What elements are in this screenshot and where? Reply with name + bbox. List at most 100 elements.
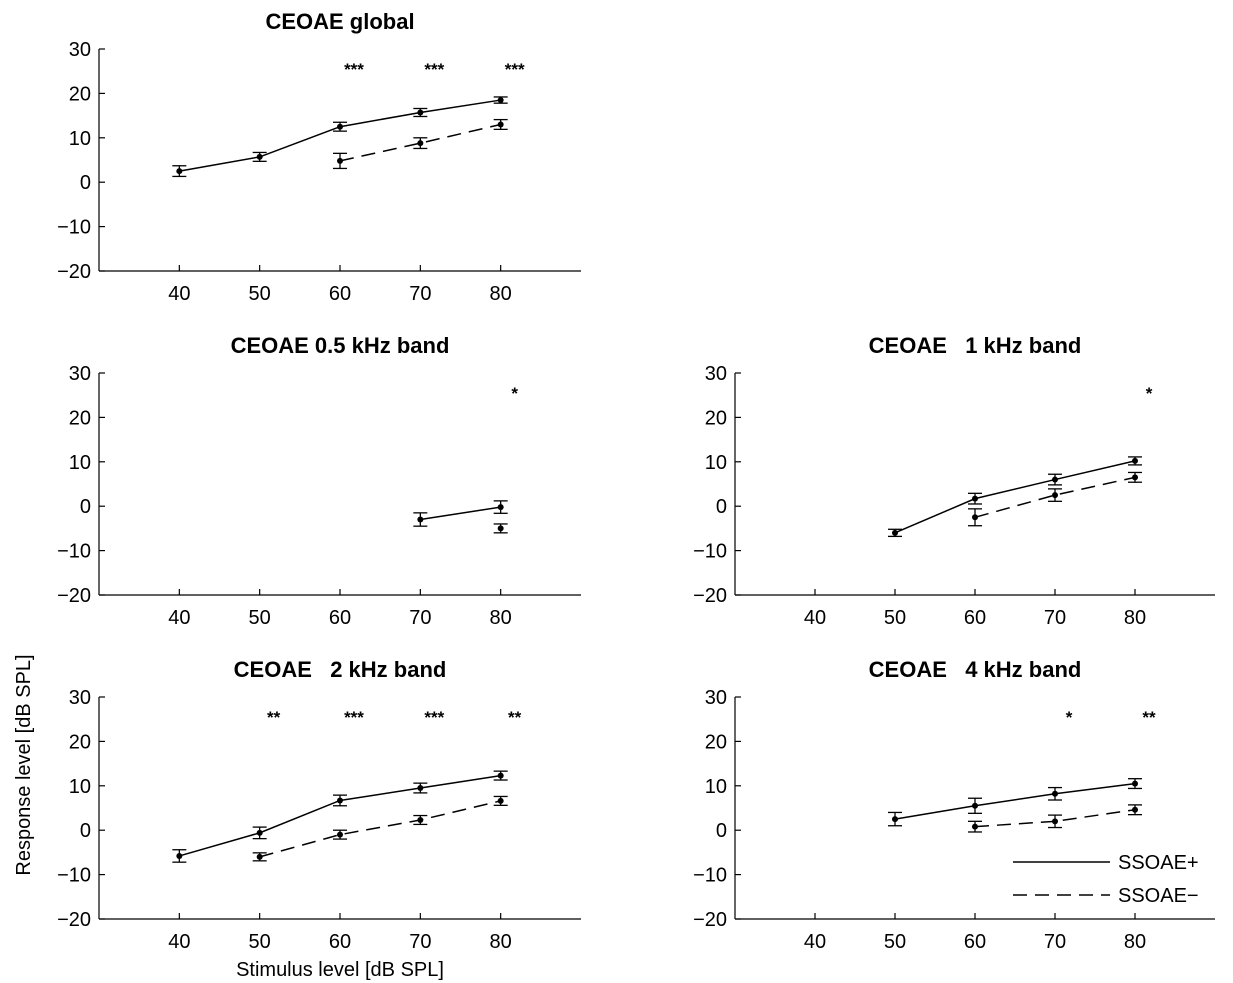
panel-title: CEOAE 4 kHz band	[869, 657, 1082, 682]
data-point	[892, 816, 898, 823]
x-tick-label: 50	[249, 283, 271, 305]
data-point	[497, 772, 504, 779]
series-line	[974, 476, 1136, 519]
series-line	[339, 123, 501, 162]
x-tick-label: 70	[1044, 931, 1066, 953]
data-point	[1132, 474, 1138, 481]
x-tick-label: 70	[409, 931, 431, 953]
y-tick-label: 30	[69, 363, 91, 385]
x-tick-label: 60	[329, 607, 351, 629]
panel-title: CEOAE 0.5 kHz band	[231, 333, 450, 358]
data-point	[497, 797, 504, 804]
data-point	[1132, 806, 1138, 813]
x-axis-label: Stimulus level [dB SPL]	[236, 959, 444, 981]
series-ssoae-minus	[333, 118, 508, 170]
series-ssoae-plus	[172, 96, 508, 178]
significance-marker: ***	[505, 60, 525, 79]
data-point	[417, 816, 424, 823]
x-tick-label: 60	[329, 931, 351, 953]
y-tick-label: −20	[57, 585, 91, 607]
series-line	[420, 506, 501, 521]
y-tick-label: −20	[693, 909, 727, 931]
data-point	[256, 853, 263, 860]
data-point	[256, 829, 263, 836]
series-ssoae-minus	[493, 523, 508, 534]
series-line	[894, 782, 1136, 820]
x-tick-label: 70	[1044, 607, 1066, 629]
significance-marker: ***	[344, 60, 364, 79]
significance-marker: ***	[424, 708, 444, 727]
legend-label-ssoae-plus: SSOAE+	[1118, 852, 1199, 874]
y-tick-label: 10	[69, 452, 91, 474]
series-ssoae-minus	[968, 804, 1142, 833]
significance-marker: *	[1066, 708, 1073, 727]
series-line	[974, 809, 1136, 828]
data-point	[256, 153, 263, 160]
data-point	[176, 852, 183, 859]
data-point	[176, 168, 183, 175]
y-tick-label: 20	[69, 731, 91, 753]
data-point	[497, 504, 504, 511]
x-tick-label: 70	[409, 283, 431, 305]
x-tick-label: 60	[964, 607, 986, 629]
y-axis-label: Response level [dB SPL]	[13, 654, 35, 875]
data-point	[972, 495, 978, 502]
series-ssoae-plus	[413, 500, 508, 527]
series-ssoae-plus	[172, 770, 508, 863]
data-point	[417, 516, 424, 523]
series-ssoae-minus	[968, 471, 1142, 527]
y-tick-label: −20	[57, 261, 91, 283]
data-point	[1052, 818, 1058, 825]
y-tick-label: 10	[69, 776, 91, 798]
data-point	[972, 802, 978, 809]
x-tick-label: 40	[804, 931, 826, 953]
data-point	[972, 823, 978, 830]
y-tick-label: 0	[716, 820, 727, 842]
x-tick-label: 70	[409, 607, 431, 629]
significance-marker: *	[511, 384, 518, 403]
y-tick-label: 20	[705, 731, 727, 753]
data-point	[417, 785, 424, 792]
x-tick-label: 50	[884, 607, 906, 629]
significance-marker: **	[267, 708, 281, 727]
significance-marker: ***	[424, 60, 444, 79]
x-tick-label: 50	[249, 607, 271, 629]
x-tick-label: 80	[490, 283, 512, 305]
x-tick-label: 50	[249, 931, 271, 953]
y-tick-label: 30	[69, 39, 91, 61]
x-tick-label: 40	[168, 607, 190, 629]
y-tick-label: 30	[705, 687, 727, 709]
x-tick-label: 80	[490, 931, 512, 953]
y-tick-label: 0	[80, 496, 91, 518]
y-tick-label: 0	[80, 820, 91, 842]
data-point	[337, 831, 343, 838]
y-tick-label: 10	[69, 128, 91, 150]
y-tick-label: 20	[69, 83, 91, 105]
series-ssoae-plus	[888, 456, 1142, 538]
y-tick-label: −10	[693, 865, 727, 887]
y-tick-label: 30	[705, 363, 727, 385]
data-point	[1052, 476, 1058, 483]
data-point	[1132, 457, 1138, 464]
x-tick-label: 40	[804, 607, 826, 629]
series-ssoae-plus	[888, 778, 1142, 827]
data-point	[1052, 790, 1058, 797]
x-tick-label: 80	[1124, 931, 1146, 953]
y-tick-label: 20	[705, 407, 727, 429]
panel-title: CEOAE 2 kHz band	[234, 657, 447, 682]
data-point	[1052, 492, 1058, 499]
data-point	[1132, 780, 1138, 787]
panel-title: CEOAE global	[265, 9, 414, 34]
x-tick-label: 80	[1124, 607, 1146, 629]
data-point	[497, 525, 504, 532]
data-point	[497, 97, 504, 104]
y-tick-label: 10	[705, 452, 727, 474]
y-tick-label: 10	[705, 776, 727, 798]
data-point	[892, 529, 898, 536]
y-tick-label: −10	[693, 541, 727, 563]
chart-panel-0: CEOAE global 30 20 10 0 −10 −20 40 50 60 70 80 *** **…	[57, 9, 581, 305]
data-point	[972, 514, 978, 521]
legend-label-ssoae-minus: SSOAE−	[1118, 885, 1199, 907]
y-tick-label: −20	[693, 585, 727, 607]
